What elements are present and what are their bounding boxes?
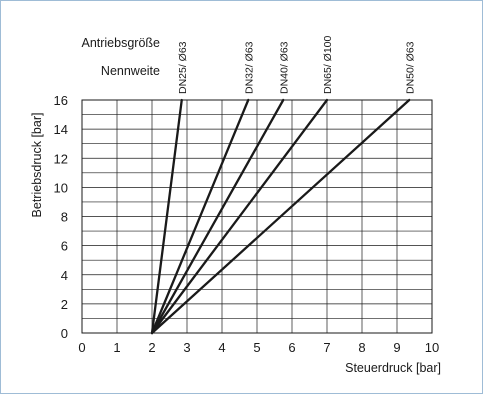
x-tick-label: 9: [393, 340, 400, 355]
y-tick-label: 2: [61, 297, 68, 312]
y-axis-label: Betriebsdruck [bar]: [30, 113, 44, 218]
x-tick-label: 10: [425, 340, 439, 355]
series-line: [150, 98, 183, 335]
header-label-antriebsgroesse: Antriebsgröße: [81, 36, 160, 50]
header-label-nennweite: Nennweite: [101, 64, 160, 78]
series-label: DN50/ Ø63: [404, 41, 416, 94]
x-tick-label: 6: [288, 340, 295, 355]
y-tick-label: 10: [54, 180, 68, 195]
x-tick-label: 5: [253, 340, 260, 355]
plot-border: [81, 99, 433, 334]
series-label: DN32/ Ø63: [243, 41, 255, 94]
x-axis-label: Steuerdruck [bar]: [345, 361, 441, 375]
series-line: [150, 98, 250, 335]
y-tick-label: 14: [54, 122, 68, 137]
series-line: [150, 98, 285, 335]
series-line: [150, 98, 411, 335]
y-tick-label: 8: [61, 210, 68, 225]
series-label: DN40/ Ø63: [278, 41, 290, 94]
x-tick-label: 3: [183, 340, 190, 355]
series-lines: [150, 98, 411, 335]
y-tick-label: 4: [61, 268, 68, 283]
y-tick-label: 12: [54, 151, 68, 166]
series-label: DN25/ Ø63: [177, 41, 189, 94]
x-tick-label: 2: [148, 340, 155, 355]
x-tick-label: 1: [113, 340, 120, 355]
y-tick-label: 6: [61, 239, 68, 254]
x-tick-label: 0: [78, 340, 85, 355]
y-tick-label: 16: [54, 93, 68, 108]
x-tick-label: 8: [358, 340, 365, 355]
x-tick-label: 4: [218, 340, 225, 355]
axes: [81, 99, 433, 334]
series-label: DN65/ Ø100: [322, 35, 334, 94]
series-line: [150, 98, 329, 335]
grid: [81, 99, 433, 334]
y-tick-label: 0: [61, 326, 68, 341]
x-tick-label: 7: [323, 340, 330, 355]
